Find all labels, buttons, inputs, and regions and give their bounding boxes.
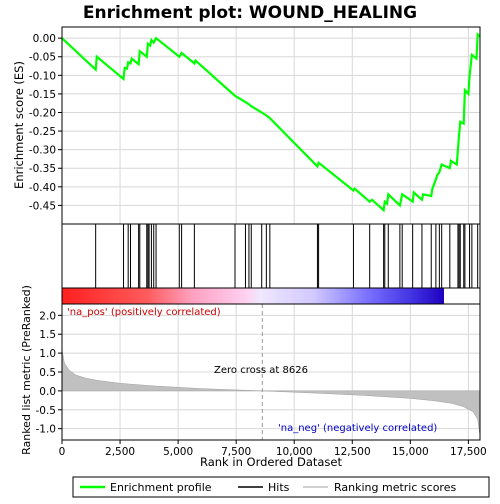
es-tick-label: -0.25 (29, 126, 56, 138)
es-tick-label: -0.45 (29, 200, 56, 212)
hits-panel (61, 223, 481, 289)
x-tick-label: 10,000 (276, 446, 313, 458)
ranking-metric-area (61, 349, 481, 437)
x-axis-label: Rank in Ordered Dataset (200, 455, 343, 469)
zero-cross-label: Zero cross at 8626 (214, 365, 308, 376)
es-tick-label: 0.00 (33, 33, 56, 45)
rank-tick-label: 2.0 (39, 310, 56, 322)
pos-corr-label: 'na_pos' (positively correlated) (67, 307, 221, 318)
x-tick-label: 5,000 (163, 446, 193, 458)
rank-tick-label: 0.0 (39, 386, 56, 398)
x-tick-label: 0 (59, 446, 66, 458)
neg-corr-label: 'na_neg' (negatively correlated) (278, 423, 437, 434)
rank-tick-label: -0.5 (36, 405, 57, 417)
x-tick-label: 15,000 (392, 446, 429, 458)
rank-tick-label: 0.5 (39, 367, 56, 379)
es-tick-label: -0.35 (29, 163, 56, 175)
rank-tick-label: 1.5 (39, 329, 56, 341)
rank-metric-panel: 2.0 1.5 1.0 0.5 0.0 -0.5 -1.0 0 2,500 5,000 7,500… (20, 26, 487, 469)
x-axis-ticks: 0 2,500 5,000 7,500 10,000 12,500 15,000 17,500 (59, 440, 487, 458)
es-tick-label: -0.05 (29, 52, 56, 64)
legend-ranking-label: Ranking metric scores (334, 481, 456, 494)
rank-y-axis-label: Ranked list metric (PreRanked) (20, 285, 33, 455)
rank-tick-label: 1.0 (39, 348, 56, 360)
legend-enrichment-label: Enrichment profile (110, 481, 212, 494)
legend-hits-label: Hits (268, 481, 290, 494)
chart-title: Enrichment plot: WOUND_HEALING (83, 3, 417, 23)
x-tick-label: 2,500 (105, 446, 135, 458)
x-tick-label: 17,500 (450, 446, 487, 458)
es-tick-label: -0.40 (29, 182, 56, 194)
hits-lines (95, 224, 479, 288)
es-y-axis-label: Enrichment score (ES) (12, 61, 26, 189)
es-tick-label: -0.20 (29, 107, 56, 119)
x-tick-label: 7,500 (221, 446, 251, 458)
es-panel: 0.00 -0.05 -0.10 -0.15 -0.20 -0.25 -0.30 -0.35 -… (12, 26, 481, 225)
rank-tick-label: -1.0 (36, 424, 57, 436)
es-tick-label: -0.15 (29, 89, 56, 101)
x-tick-label: 12,500 (334, 446, 371, 458)
es-tick-label: -0.30 (29, 145, 56, 157)
legend: Enrichment profile Hits Ranking metric s… (72, 476, 490, 498)
es-tick-label: -0.10 (29, 70, 56, 82)
es-y-ticks: 0.00 -0.05 -0.10 -0.15 -0.20 -0.25 -0.30 -0.35 -… (29, 33, 62, 212)
rank-color-bar (62, 287, 480, 304)
rank-y-ticks: 2.0 1.5 1.0 0.5 0.0 -0.5 -1.0 (36, 310, 62, 436)
enrichment-profile-line (61, 32, 481, 213)
